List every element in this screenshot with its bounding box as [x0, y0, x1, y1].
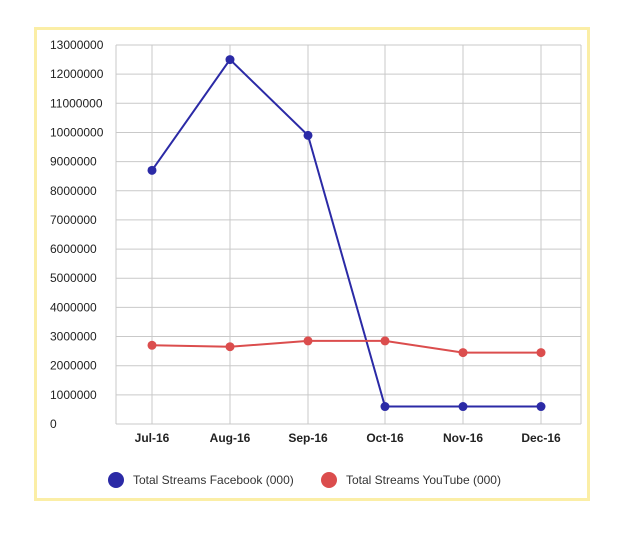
y-tick-label: 5000000	[50, 271, 97, 285]
data-point	[225, 55, 235, 65]
y-axis-ticks: 0 1000000 2000000 3000000 4000000 5000000 6000…	[50, 38, 104, 431]
legend-marker	[321, 472, 337, 488]
y-tick-label: 2000000	[50, 359, 97, 373]
y-tick-label: 9000000	[50, 155, 97, 169]
y-tick-label: 10000000	[50, 125, 104, 139]
x-tick-label: Jul-16	[135, 431, 170, 445]
legend-label: Total Streams YouTube (000)	[346, 473, 501, 487]
y-tick-label: 3000000	[50, 330, 97, 344]
data-point	[147, 165, 157, 175]
x-tick-label: Oct-16	[366, 431, 404, 445]
x-tick-label: Dec-16	[521, 431, 561, 445]
data-point	[380, 336, 390, 346]
x-tick-label: Aug-16	[210, 431, 251, 445]
x-tick-label: Sep-16	[288, 431, 328, 445]
y-tick-label: 4000000	[50, 300, 97, 314]
data-point	[303, 336, 313, 346]
y-tick-label: 0	[50, 417, 57, 431]
legend-label: Total Streams Facebook (000)	[133, 473, 294, 487]
data-point	[458, 348, 468, 358]
legend: Total Streams Facebook (000) Total Stream…	[108, 472, 501, 488]
data-point	[303, 130, 313, 140]
series-line-youtube	[151, 339, 541, 354]
series-group	[147, 55, 546, 412]
data-point	[536, 348, 546, 358]
y-tick-label: 6000000	[50, 242, 97, 256]
y-tick-label: 11000000	[50, 96, 103, 110]
y-tick-label: 1000000	[50, 388, 97, 402]
y-tick-label: 8000000	[50, 184, 97, 198]
x-axis-ticks: Jul-16 Aug-16 Sep-16 Oct-16 Nov-16 Dec-16	[135, 431, 561, 445]
y-tick-label: 7000000	[50, 213, 97, 227]
data-point	[147, 340, 157, 350]
data-point	[536, 402, 546, 412]
series-line-facebook	[151, 58, 541, 408]
chart-frame: 0 1000000 2000000 3000000 4000000 5000000 6000…	[34, 27, 590, 501]
x-tick-label: Nov-16	[443, 431, 483, 445]
line-chart: 0 1000000 2000000 3000000 4000000 5000000 6000…	[50, 38, 582, 488]
data-point	[458, 402, 468, 412]
grid	[115, 44, 582, 425]
legend-marker	[108, 472, 124, 488]
data-point	[225, 342, 235, 352]
y-tick-label: 12000000	[50, 67, 104, 81]
y-tick-label: 13000000	[50, 38, 104, 52]
data-point	[380, 402, 390, 412]
